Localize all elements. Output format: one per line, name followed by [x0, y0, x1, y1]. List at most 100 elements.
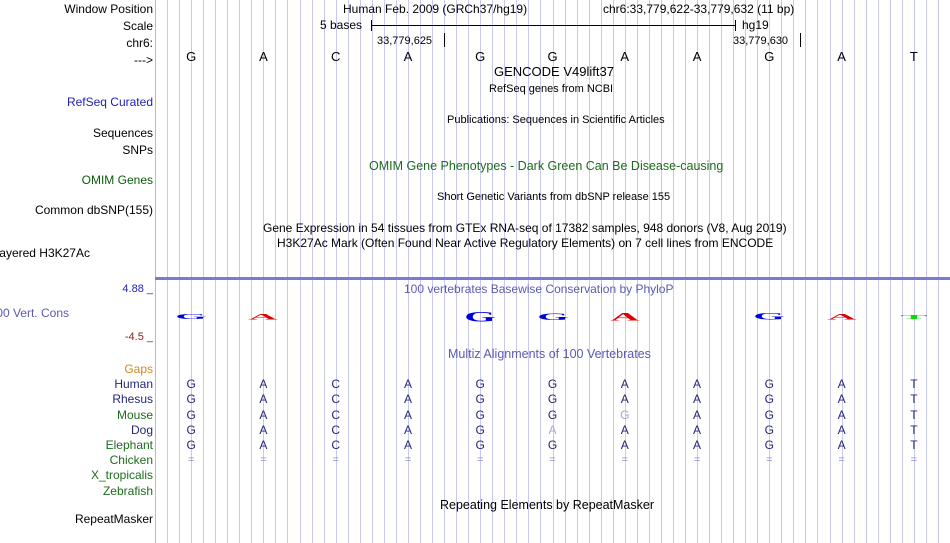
conservation-glyph: A [248, 312, 279, 322]
gridline [589, 0, 590, 543]
alignment-base: G [186, 438, 196, 452]
alignment-base: G [620, 407, 630, 422]
gridline [781, 0, 782, 543]
gridline [625, 0, 626, 543]
gridline [167, 0, 168, 543]
alignment-gap-mark: = [332, 454, 339, 467]
species-label-human[interactable]: Human [114, 377, 153, 392]
gridline [528, 0, 529, 543]
alignment-base: C [331, 377, 340, 392]
alignment-base: A [620, 377, 629, 392]
gridline [360, 0, 361, 543]
species-label-chicken[interactable]: Chicken [109, 453, 153, 468]
label-repeatmasker[interactable]: RepeatMasker [74, 512, 153, 526]
alignment-gap-mark: = [477, 454, 484, 467]
gridline [516, 0, 517, 543]
gridline [468, 0, 469, 543]
ruler-base: G [547, 49, 558, 64]
gridline [348, 0, 349, 543]
track-title-multiz: Multiz Alignments of 100 Vertebrates [448, 347, 651, 361]
conservation-glyph: G [536, 311, 569, 322]
alignment-base: G [186, 407, 196, 422]
ruler-base: T [909, 49, 918, 64]
alignment-gap-mark: = [693, 454, 701, 467]
alignment-base: G [547, 438, 558, 452]
track-title-gencode: GENCODE V49lift37 [494, 64, 614, 79]
ruler-base: G [764, 49, 775, 64]
label-column-divider [155, 0, 156, 543]
conservation-glyph: G [464, 308, 496, 325]
alignment-base: T [910, 422, 918, 437]
alignment-base: A [693, 422, 702, 437]
species-label-zebrafish[interactable]: Zebrafish [102, 483, 153, 498]
alignment-base: T [910, 377, 918, 392]
gridline [926, 0, 927, 543]
species-label-rhesus[interactable]: Rhesus [112, 392, 153, 407]
gridline [384, 0, 385, 543]
alignment-base: A [693, 407, 702, 422]
gridline [372, 0, 373, 543]
species-label-x_tropicalis[interactable]: X_tropicalis [90, 468, 153, 483]
label-common-dbsnp[interactable]: Common dbSNP(155) [34, 203, 153, 217]
gridline [902, 0, 903, 543]
track-title-gtex: Gene Expression in 54 tissues from GTEx … [263, 221, 787, 235]
gridline [830, 0, 831, 543]
gridline [673, 0, 674, 543]
gridline [480, 0, 481, 543]
alignment-base: G [764, 438, 774, 452]
assembly-name: Human Feb. 2009 (GRCh37/hg19) [343, 2, 528, 16]
label-omim-genes[interactable]: OMIM Genes [81, 173, 153, 187]
label-layered-h3k27ac[interactable]: Layered H3K27Ac [0, 246, 90, 260]
label-snps[interactable]: SNPs [122, 143, 153, 157]
gridline [504, 0, 505, 543]
ruler-tick-right [800, 33, 801, 47]
species-label-gaps[interactable]: Gaps [124, 362, 153, 376]
gridline [577, 0, 578, 543]
track-title-dbsnp: Short Genetic Variants from dbSNP releas… [437, 191, 671, 203]
alignment-gap-mark: = [260, 454, 267, 467]
alignment-base: A [403, 422, 412, 437]
gridline [938, 0, 939, 543]
ruler-base: A [259, 49, 268, 64]
alignment-base: A [259, 392, 268, 407]
gridline [745, 0, 746, 543]
scale-bar-left-cap [371, 20, 372, 31]
species-label-elephant[interactable]: Elephant [105, 438, 153, 452]
gridline [757, 0, 758, 543]
alignment-base: A [548, 422, 557, 437]
cons-axis-max: 4.88 _ [122, 283, 153, 295]
gridline [251, 0, 252, 543]
gridline [805, 0, 806, 543]
label-sequences[interactable]: Sequences [92, 126, 153, 140]
gridline [227, 0, 228, 543]
gridline [492, 0, 493, 543]
label-refseq-curated[interactable]: RefSeq Curated [66, 95, 153, 109]
alignment-base: C [331, 422, 340, 437]
cons-axis-min: -4.5 _ [124, 331, 153, 343]
species-label-dog[interactable]: Dog [130, 422, 153, 437]
alignment-base: A [259, 438, 268, 452]
gridline [733, 0, 734, 543]
gridline [793, 0, 794, 543]
alignment-base: G [547, 392, 558, 407]
gridline [540, 0, 541, 543]
alignment-base: T [910, 438, 918, 452]
alignment-base: G [186, 377, 196, 392]
alignment-base: G [547, 377, 558, 392]
gridline [842, 0, 843, 543]
species-label-mouse[interactable]: Mouse [116, 407, 153, 422]
alignment-base: A [620, 422, 629, 437]
gridline [697, 0, 698, 543]
alignment-base: G [475, 438, 485, 452]
ruler-position-left: 33,779,625 [377, 35, 433, 47]
gridline [613, 0, 614, 543]
alignment-base: A [403, 407, 412, 422]
alignment-base: G [475, 377, 485, 392]
alignment-base: A [259, 407, 268, 422]
label-100-vert-cons[interactable]: 100 Vert. Cons [0, 306, 69, 320]
ruler-base: G [475, 49, 486, 64]
conservation-glyph: T [900, 313, 928, 321]
gridline [456, 0, 457, 543]
gridline [396, 0, 397, 543]
